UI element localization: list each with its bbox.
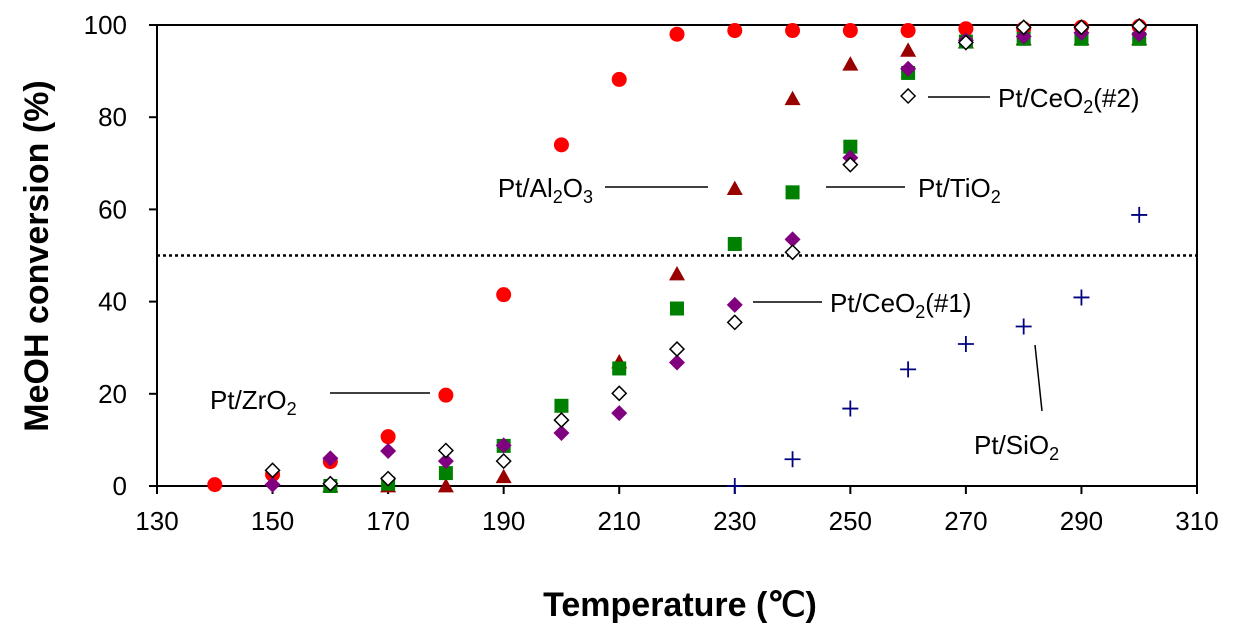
data-point-plus <box>1073 289 1090 306</box>
data-point-square <box>670 301 684 316</box>
data-point-circle <box>900 23 916 39</box>
data-point-plus <box>842 400 859 417</box>
data-point-plus <box>957 336 974 353</box>
data-point-circle <box>438 387 454 403</box>
data-point-square <box>612 361 627 376</box>
y-axis-title: MeOH conversion (%) <box>18 80 56 431</box>
y-tick-label: 40 <box>98 287 127 317</box>
data-point-triangle <box>842 56 859 71</box>
data-point-square <box>554 398 569 413</box>
data-point-diamond <box>322 450 339 467</box>
data-point-diamond <box>380 442 397 459</box>
data-series <box>207 17 1148 494</box>
data-point-triangle <box>784 90 801 106</box>
x-tick-label: 150 <box>251 506 294 536</box>
x-tick-label: 250 <box>829 506 872 536</box>
series-group <box>726 206 1148 494</box>
data-point-triangle <box>669 265 685 281</box>
annotations: Pt/ZrO2 Pt/Al2O3 Pt/TiO2 Pt/CeO2(#1) Pt/CeO2… <box>210 83 1140 464</box>
data-point-circle <box>553 137 569 153</box>
data-point-diamond <box>437 453 454 470</box>
data-point-circle <box>207 477 223 493</box>
x-tick-label: 270 <box>944 506 987 536</box>
data-point-diamond-open <box>1131 17 1148 34</box>
x-tick-label: 290 <box>1060 506 1103 536</box>
y-tick-label: 80 <box>98 102 127 132</box>
data-point-diamond <box>784 231 801 248</box>
data-point-diamond-open <box>322 475 339 492</box>
data-point-diamond <box>495 437 512 454</box>
annotation-label: Pt/CeO2(#1) <box>830 288 972 322</box>
data-point-plus <box>900 361 917 378</box>
data-point-square <box>438 466 453 481</box>
data-point-square <box>785 185 800 200</box>
data-point-diamond-open <box>553 412 570 429</box>
data-point-diamond-open <box>495 453 512 470</box>
axis-ticks: 130 150 170 190 210 230 250 270 290 310 0 20 40 60 80 1… <box>84 10 1219 536</box>
series-group <box>264 17 1148 492</box>
data-point-diamond <box>1131 26 1148 43</box>
annotation-label: Pt/ZrO2 <box>210 385 297 419</box>
data-point-triangle <box>900 42 917 57</box>
data-point-triangle <box>495 468 512 484</box>
data-point-diamond-open <box>784 244 801 261</box>
data-point-diamond-open <box>437 442 454 459</box>
data-point-circle <box>842 23 858 39</box>
data-point-circle <box>380 429 396 445</box>
data-point-diamond <box>553 424 570 441</box>
data-point-circle <box>958 21 974 37</box>
data-point-diamond-open <box>1073 19 1090 36</box>
x-tick-label: 190 <box>482 506 525 536</box>
data-point-circle <box>785 23 801 39</box>
x-tick-label: 230 <box>713 506 756 536</box>
annotation-label: Pt/CeO2(#2) <box>998 83 1140 117</box>
data-point-plus <box>1015 318 1032 335</box>
data-point-plus <box>726 478 743 494</box>
y-tick-label: 0 <box>113 471 127 501</box>
data-point-circle <box>611 71 627 87</box>
data-point-diamond <box>611 405 628 422</box>
data-point-diamond-open <box>726 314 743 331</box>
data-point-diamond-open <box>1015 19 1032 36</box>
data-point-diamond <box>900 60 917 77</box>
data-point-plus <box>784 451 801 468</box>
x-tick-label: 210 <box>598 506 641 536</box>
data-point-diamond-open <box>900 87 917 105</box>
annotation-leader-line <box>1034 344 1043 412</box>
x-axis-title: Temperature (℃) <box>543 586 817 624</box>
data-point-square <box>843 139 858 154</box>
data-point-circle <box>496 287 512 303</box>
annotation-label: Pt/TiO2 <box>918 173 1001 207</box>
data-point-diamond <box>1015 28 1032 45</box>
x-tick-label: 310 <box>1175 506 1218 536</box>
data-point-plus <box>1131 206 1148 223</box>
x-tick-label: 130 <box>135 506 178 536</box>
data-point-diamond-open <box>842 156 859 173</box>
data-point-triangle <box>726 180 743 196</box>
data-point-triangle <box>437 478 454 493</box>
data-point-square <box>727 236 742 251</box>
annotation-label: Pt/Al2O3 <box>498 173 593 207</box>
data-point-diamond-open <box>380 470 397 487</box>
series-group <box>264 24 1148 493</box>
data-point-diamond-open <box>611 385 628 402</box>
data-point-diamond <box>726 296 743 313</box>
data-point-circle <box>727 23 743 39</box>
data-point-diamond <box>669 354 685 371</box>
data-point-diamond <box>264 476 281 493</box>
data-point-diamond-open <box>668 341 686 358</box>
y-tick-label: 20 <box>98 379 127 409</box>
y-tick-label: 100 <box>84 10 127 40</box>
y-tick-label: 60 <box>98 194 127 224</box>
data-point-diamond-open <box>957 34 974 51</box>
data-point-circle <box>669 26 685 42</box>
x-tick-label: 170 <box>366 506 409 536</box>
annotation-label: Pt/SiO2 <box>974 430 1059 464</box>
data-point-diamond-open <box>264 462 281 479</box>
